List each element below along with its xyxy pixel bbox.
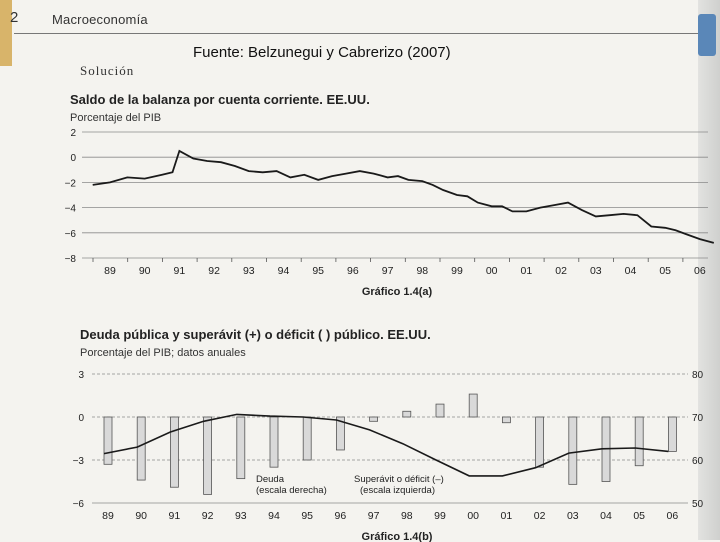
annotation-debt: Deuda (escala derecha)	[256, 474, 327, 496]
chart-b-balance-bar	[468, 393, 478, 418]
chart-a-caption: Gráfico 1.4(a)	[362, 286, 433, 298]
chart-a-xtick-label: 96	[347, 265, 359, 277]
running-head: Macroeconomía	[52, 12, 148, 27]
chart-a-xtick-label: 99	[451, 265, 463, 277]
chart-b-xtick-label: 92	[202, 510, 214, 522]
chart-a-xtick-label: 89	[104, 265, 116, 277]
chart-a-xtick-label: 00	[486, 265, 498, 277]
page-binding-shadow	[698, 0, 720, 540]
chart-b-balance-bar	[269, 416, 279, 468]
chart-b-caption: Gráfico 1.4(b)	[362, 531, 433, 542]
chart-a-xtick-label: 06	[694, 265, 706, 277]
chart-b-xtick-label: 99	[434, 510, 446, 522]
chart-b-xtick-label: 89	[102, 510, 114, 522]
corner-tab	[698, 14, 716, 56]
chart-b-xtick-label: 04	[600, 510, 612, 522]
chart-b-balance-bar	[302, 416, 312, 461]
chart-a-xtick-label: 02	[555, 265, 567, 277]
chart-b-balance-bar	[136, 416, 146, 481]
chart-a-ytick-label: 2	[70, 128, 76, 139]
page-number: 2	[10, 9, 19, 26]
chart-a-xtick-label: 03	[590, 265, 602, 277]
chart-b-balance-bar	[634, 416, 644, 467]
chart-b-balance-bar	[103, 416, 113, 465]
chart-b-xtick-label: 02	[534, 510, 546, 522]
chart-a-xtick-label: 98	[416, 265, 428, 277]
chart-a-ytick-label: 0	[70, 153, 76, 164]
chart-a-xtick-label: 91	[174, 265, 186, 277]
chart-b-subtitle: Porcentaje del PIB; datos anuales	[80, 347, 246, 359]
chart-b-xtick-label: 93	[235, 510, 247, 522]
chart-b-balance-bar	[435, 403, 445, 418]
chart-a-xtick-label: 04	[625, 265, 637, 277]
chart-current-account: Saldo de la balanza por cuenta corriente…	[65, 92, 715, 298]
chart-b-xtick-label: 94	[268, 510, 280, 522]
chart-b-balance-bar	[335, 416, 345, 451]
chart-a-xtick-label: 01	[521, 265, 533, 277]
chart-a-ytick-label: −2	[65, 178, 77, 189]
chart-b-balance-bar	[203, 416, 213, 495]
chart-b-ytick-right-label: 80	[692, 370, 704, 381]
chart-b-ytick-left-label: 0	[78, 413, 84, 424]
chart-b-ytick-left-label: −3	[73, 456, 85, 467]
chart-b-xtick-label: 96	[335, 510, 347, 522]
chart-b-xtick-label: 05	[633, 510, 645, 522]
chart-a-xtick-label: 94	[278, 265, 290, 277]
chart-b-balance-bar	[568, 416, 578, 485]
chart-a-subtitle: Porcentaje del PIB	[70, 112, 161, 124]
annotation-debt-line2: (escala derecha)	[256, 485, 327, 496]
current-account-line	[92, 149, 715, 244]
chart-b-balance-bar	[535, 416, 544, 468]
chart-a-xtick-label: 95	[312, 265, 324, 277]
annotation-balance-line2: (escala izquierda)	[360, 485, 435, 496]
annotation-balance-line1: Superávit o déficit (–)	[354, 474, 444, 485]
chart-b-balance-bar	[169, 416, 179, 488]
chart-b-balance-bar	[369, 416, 379, 422]
chart-a-title: Saldo de la balanza por cuenta corriente…	[70, 92, 370, 107]
chart-b-xtick-label: 01	[501, 510, 513, 522]
chart-b-ytick-right-label: 50	[692, 499, 704, 510]
section-label: Solución	[80, 63, 135, 78]
chart-a-xtick-label: 93	[243, 265, 255, 277]
chart-a-xtick-label: 92	[208, 265, 220, 277]
chart-b-xtick-label: 91	[169, 510, 181, 522]
header-rule	[14, 33, 700, 34]
chart-b-balance-bar	[236, 416, 246, 480]
chart-b-xtick-label: 06	[667, 510, 679, 522]
chart-a-xtick-label: 05	[659, 265, 671, 277]
annotation-balance: Superávit o déficit (–) (escala izquierd…	[354, 474, 446, 496]
chart-a-ytick-label: −6	[65, 229, 77, 240]
chart-b-xtick-label: 00	[467, 510, 479, 522]
source-note: Fuente: Belzunegui y Cabrerizo (2007)	[193, 44, 451, 61]
chart-a-ytick-label: −4	[65, 204, 77, 215]
chart-b-ytick-right-label: 70	[692, 413, 704, 424]
chart-b-xtick-label: 03	[567, 510, 579, 522]
page-edge-tab	[0, 0, 12, 66]
chart-a-xtick-label: 90	[139, 265, 151, 277]
chart-public-debt-deficit: Deuda pública y superávit (+) o déficit …	[73, 327, 704, 542]
chart-b-balance-bar	[501, 416, 511, 424]
chart-b-xtick-label: 98	[401, 510, 413, 522]
chart-b-ytick-left-label: 3	[78, 370, 84, 381]
chart-b-xtick-label: 90	[135, 510, 147, 522]
chart-b-balance-bar	[668, 416, 677, 452]
debt-line	[103, 413, 669, 477]
chart-b-xtick-label: 97	[368, 510, 380, 522]
chart-b-ytick-right-label: 60	[692, 456, 704, 467]
chart-b-xtick-label: 95	[301, 510, 313, 522]
chart-a-ytick-label: −8	[65, 254, 77, 265]
chart-b-title: Deuda pública y superávit (+) o déficit …	[80, 327, 431, 342]
chart-a-xtick-label: 97	[382, 265, 394, 277]
chart-b-balance-bar	[402, 410, 412, 418]
chart-b-ytick-left-label: −6	[73, 499, 85, 510]
annotation-debt-line1: Deuda	[256, 474, 285, 485]
